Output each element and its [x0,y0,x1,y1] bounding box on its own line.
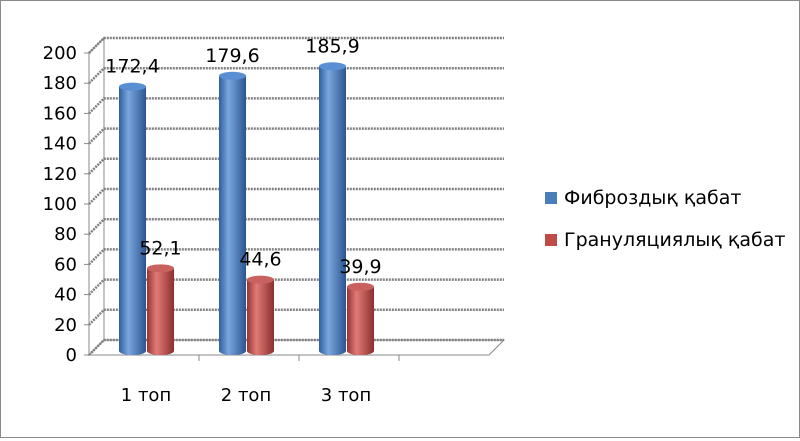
y-tick-label: 20 [54,315,77,336]
gridline [88,97,504,115]
gridline [88,338,504,356]
data-label: 52,1 [139,237,181,259]
bar-cap [319,62,346,71]
bar [119,82,146,356]
y-tick-label: 80 [54,224,77,245]
data-label: 172,4 [105,56,159,78]
gridline [88,308,504,326]
x-tick-label: 2 топ [221,385,271,406]
gridline [88,187,504,205]
legend-swatch [545,192,557,204]
bar-body [247,279,274,355]
gridline [88,127,504,145]
x-tick-label: 1 топ [121,385,171,406]
bar-cap [147,264,174,273]
y-tick-label: 120 [43,164,77,185]
gridline [88,217,504,236]
bar [319,62,346,355]
y-tick-label: 200 [43,43,77,64]
bar-body [119,86,146,356]
bar [347,282,374,355]
legend-label: Фиброздық қабат [564,187,741,209]
bar-body [347,286,374,355]
y-tick-label: 40 [54,285,77,306]
bar [247,275,274,355]
y-tick-label: 100 [43,194,77,215]
legend-label: Грануляциялық қабат [564,229,785,251]
gridline [88,157,504,175]
bar-body [219,75,246,355]
bar-cap [219,71,246,80]
y-tick-label: 140 [43,134,77,155]
y-tick-label: 160 [43,103,77,124]
legend-swatch [545,234,557,246]
x-tick-label: 3 топ [321,385,371,406]
y-tick-label: 0 [66,345,77,366]
data-label: 185,9 [305,35,359,57]
bar-body [147,268,174,355]
bar [147,264,174,355]
bar [219,71,246,355]
data-label: 44,6 [239,249,281,271]
bar-cap [119,82,146,91]
bar-body [319,66,346,355]
y-tick-label: 180 [43,73,77,94]
y-tick-label: 60 [54,254,77,275]
gridline [88,248,504,266]
data-label: 39,9 [339,256,381,278]
data-label: 179,6 [205,45,259,67]
bar-cap [347,282,374,291]
gridline [88,36,504,54]
gridline [88,278,504,296]
bar-cap [247,275,274,284]
gridline [88,66,504,85]
